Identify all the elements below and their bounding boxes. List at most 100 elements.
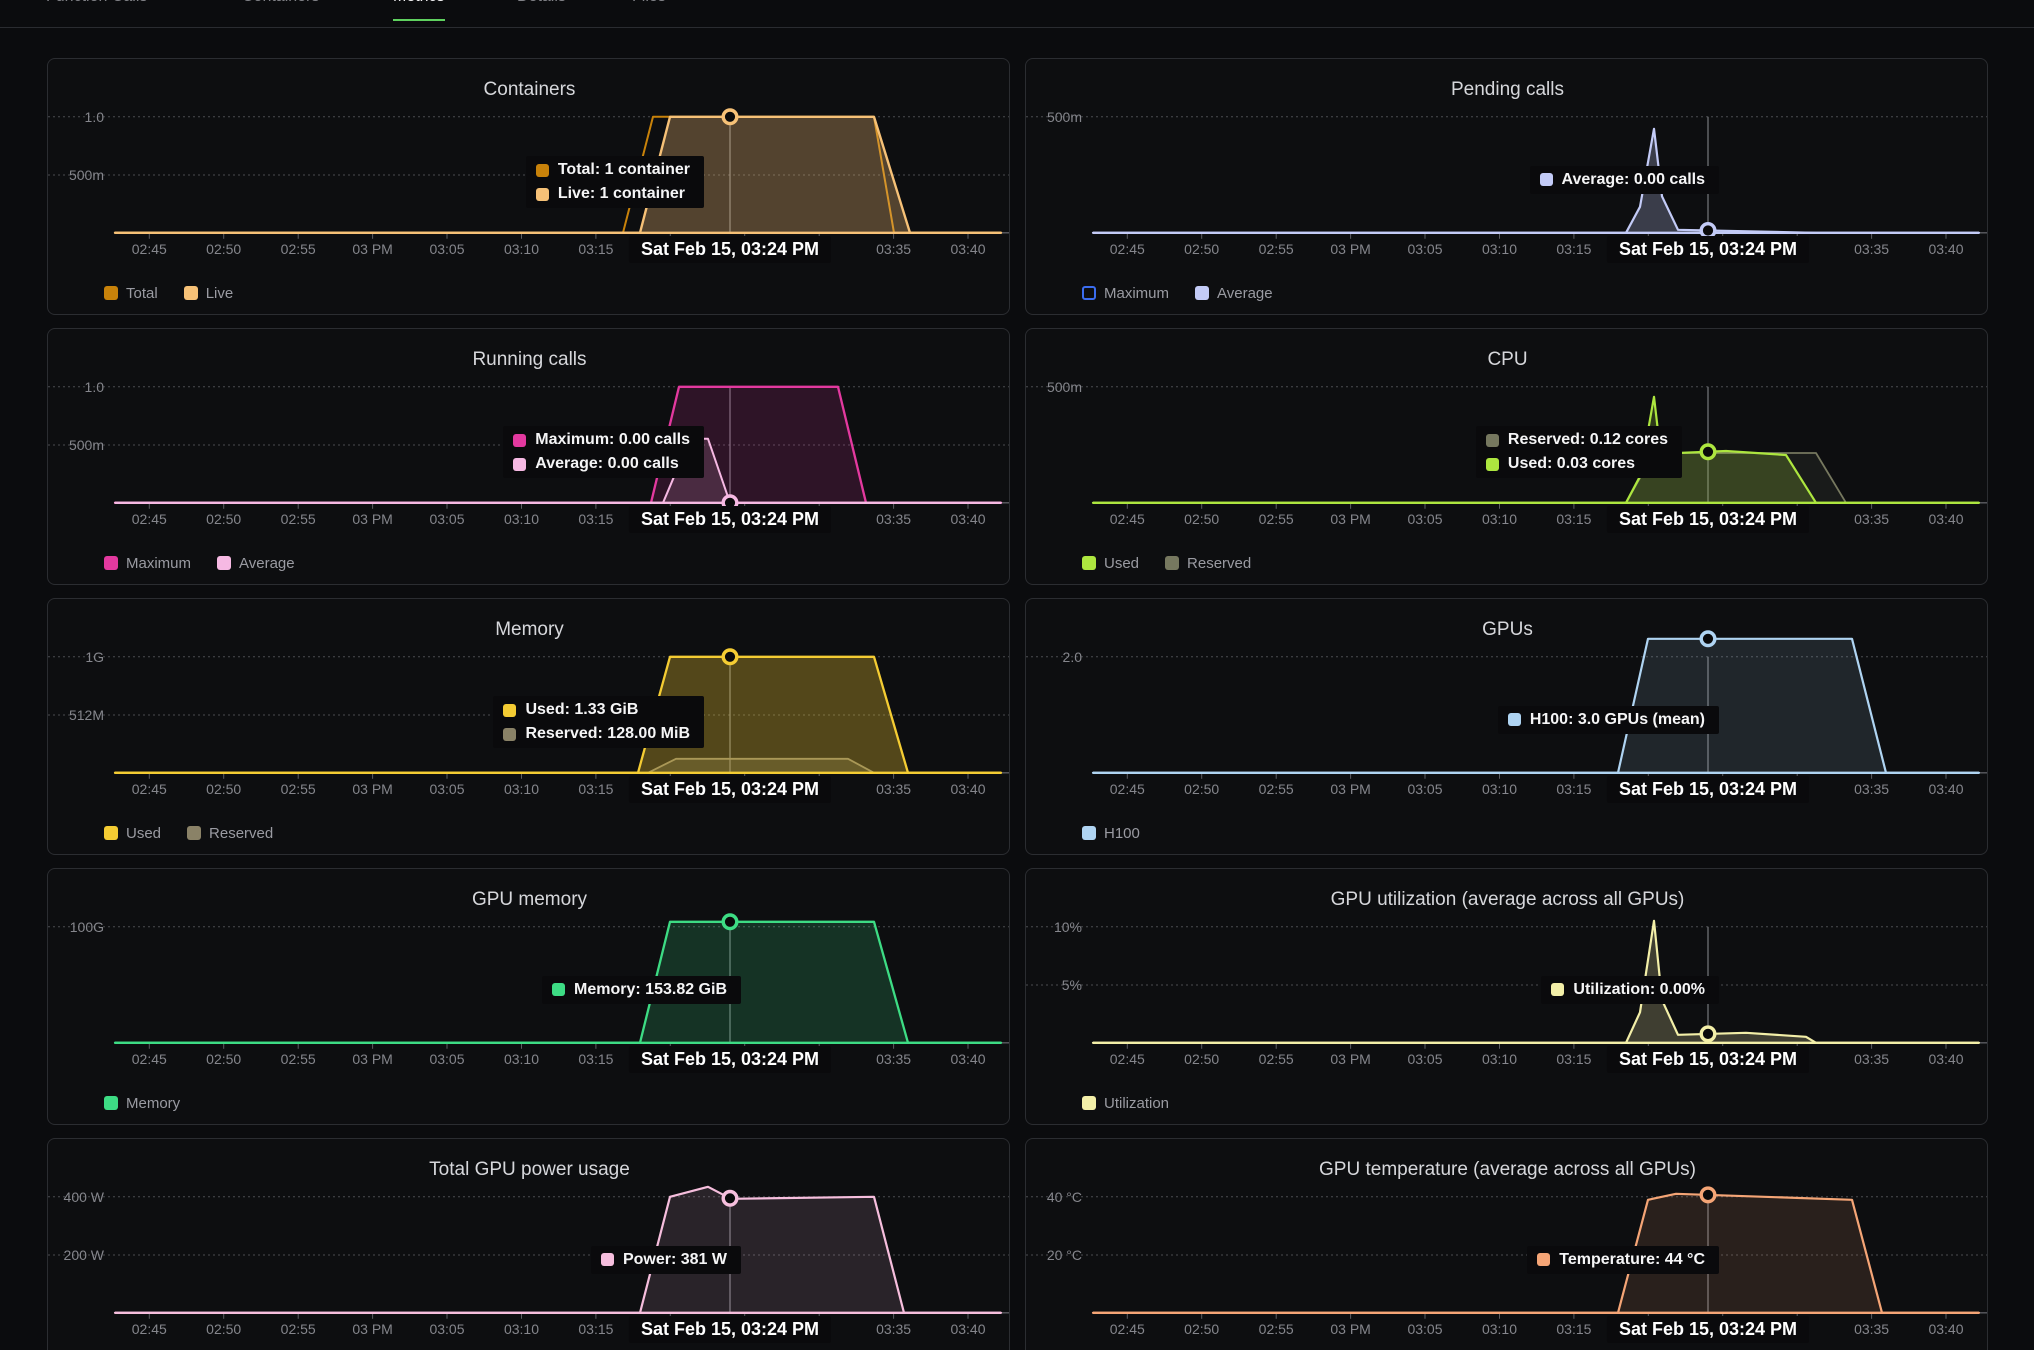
svg-text:03 PM: 03 PM <box>352 1321 392 1337</box>
svg-text:03:10: 03:10 <box>504 1321 539 1337</box>
svg-text:1.0: 1.0 <box>85 379 105 395</box>
svg-text:400 W: 400 W <box>64 1189 105 1205</box>
svg-text:03 PM: 03 PM <box>1330 1051 1370 1067</box>
svg-text:02:55: 02:55 <box>281 781 316 797</box>
svg-text:GPU temperature (average acros: GPU temperature (average across all GPUs… <box>1319 1159 1696 1180</box>
svg-text:1G: 1G <box>85 649 104 665</box>
svg-text:500m: 500m <box>69 167 104 183</box>
svg-text:02:45: 02:45 <box>1110 511 1145 527</box>
svg-text:03:35: 03:35 <box>876 241 911 257</box>
svg-text:Memory: Memory <box>495 619 564 640</box>
svg-text:10%: 10% <box>1054 919 1082 935</box>
svg-text:02:45: 02:45 <box>132 781 167 797</box>
svg-text:03:40: 03:40 <box>1928 781 1963 797</box>
svg-text:03:35: 03:35 <box>876 511 911 527</box>
svg-text:03:35: 03:35 <box>1854 1321 1889 1337</box>
svg-text:2.0: 2.0 <box>1063 649 1083 665</box>
svg-text:03:15: 03:15 <box>578 241 613 257</box>
svg-text:02:45: 02:45 <box>1110 1321 1145 1337</box>
svg-text:03:05: 03:05 <box>1407 1051 1442 1067</box>
svg-text:03 PM: 03 PM <box>352 241 392 257</box>
svg-text:03:40: 03:40 <box>1928 1051 1963 1067</box>
svg-text:03:35: 03:35 <box>1854 1051 1889 1067</box>
svg-text:03 PM: 03 PM <box>1330 781 1370 797</box>
svg-text:03:15: 03:15 <box>1556 241 1591 257</box>
svg-text:02:50: 02:50 <box>206 241 241 257</box>
svg-text:03:40: 03:40 <box>950 1051 985 1067</box>
svg-text:03:10: 03:10 <box>504 241 539 257</box>
svg-text:03 PM: 03 PM <box>352 511 392 527</box>
svg-text:02:50: 02:50 <box>1184 1051 1219 1067</box>
svg-text:02:55: 02:55 <box>281 1321 316 1337</box>
svg-text:03:15: 03:15 <box>1556 1051 1591 1067</box>
svg-text:03:35: 03:35 <box>1854 781 1889 797</box>
svg-text:GPUs: GPUs <box>1482 619 1533 640</box>
svg-text:03 PM: 03 PM <box>1330 511 1370 527</box>
svg-text:Containers: Containers <box>484 79 576 100</box>
svg-text:02:50: 02:50 <box>1184 511 1219 527</box>
svg-text:03 PM: 03 PM <box>352 781 392 797</box>
svg-text:02:55: 02:55 <box>281 1051 316 1067</box>
svg-text:02:50: 02:50 <box>206 511 241 527</box>
svg-text:02:55: 02:55 <box>281 241 316 257</box>
svg-text:03:15: 03:15 <box>578 1051 613 1067</box>
svg-text:CPU: CPU <box>1487 349 1527 370</box>
svg-text:03:05: 03:05 <box>429 781 464 797</box>
svg-text:02:50: 02:50 <box>206 1051 241 1067</box>
svg-text:02:50: 02:50 <box>1184 781 1219 797</box>
svg-text:03:05: 03:05 <box>429 511 464 527</box>
svg-text:02:45: 02:45 <box>1110 781 1145 797</box>
svg-text:512M: 512M <box>69 707 104 723</box>
svg-text:03:05: 03:05 <box>1407 1321 1442 1337</box>
svg-text:02:55: 02:55 <box>1259 1321 1294 1337</box>
svg-text:03:10: 03:10 <box>1482 781 1517 797</box>
svg-text:03:15: 03:15 <box>1556 1321 1591 1337</box>
svg-text:03:05: 03:05 <box>429 1321 464 1337</box>
svg-text:02:45: 02:45 <box>132 1321 167 1337</box>
svg-text:03:35: 03:35 <box>876 1051 911 1067</box>
svg-text:Total GPU power usage: Total GPU power usage <box>429 1159 630 1180</box>
svg-text:500m: 500m <box>69 437 104 453</box>
svg-text:02:55: 02:55 <box>1259 511 1294 527</box>
svg-text:20 °C: 20 °C <box>1047 1247 1082 1263</box>
svg-text:03:40: 03:40 <box>950 781 985 797</box>
svg-text:03:05: 03:05 <box>1407 241 1442 257</box>
svg-text:03:35: 03:35 <box>876 781 911 797</box>
svg-text:03:05: 03:05 <box>1407 511 1442 527</box>
svg-text:03:10: 03:10 <box>1482 241 1517 257</box>
svg-text:02:55: 02:55 <box>1259 241 1294 257</box>
svg-text:5%: 5% <box>1062 977 1082 993</box>
svg-text:200 W: 200 W <box>64 1247 105 1263</box>
svg-text:02:45: 02:45 <box>132 1051 167 1067</box>
svg-text:03:10: 03:10 <box>504 511 539 527</box>
svg-text:03 PM: 03 PM <box>1330 241 1370 257</box>
svg-text:02:45: 02:45 <box>1110 1051 1145 1067</box>
svg-text:03:15: 03:15 <box>578 781 613 797</box>
svg-text:02:55: 02:55 <box>1259 1051 1294 1067</box>
svg-text:03 PM: 03 PM <box>352 1051 392 1067</box>
svg-text:03:10: 03:10 <box>504 781 539 797</box>
svg-text:02:55: 02:55 <box>1259 781 1294 797</box>
svg-text:100G: 100G <box>70 919 104 935</box>
svg-text:GPU utilization (average acros: GPU utilization (average across all GPUs… <box>1331 889 1685 910</box>
svg-text:02:50: 02:50 <box>206 781 241 797</box>
svg-text:03 PM: 03 PM <box>1330 1321 1370 1337</box>
svg-text:02:50: 02:50 <box>206 1321 241 1337</box>
svg-text:500m: 500m <box>1047 109 1082 125</box>
svg-text:03:35: 03:35 <box>876 1321 911 1337</box>
svg-text:02:50: 02:50 <box>1184 1321 1219 1337</box>
svg-text:03:40: 03:40 <box>950 511 985 527</box>
svg-text:03:15: 03:15 <box>1556 511 1591 527</box>
svg-text:02:55: 02:55 <box>281 511 316 527</box>
svg-text:GPU memory: GPU memory <box>472 889 588 910</box>
svg-text:03:05: 03:05 <box>429 241 464 257</box>
svg-text:03:35: 03:35 <box>1854 511 1889 527</box>
svg-text:03:05: 03:05 <box>1407 781 1442 797</box>
svg-text:03:40: 03:40 <box>950 241 985 257</box>
svg-text:03:10: 03:10 <box>504 1051 539 1067</box>
svg-text:03:35: 03:35 <box>1854 241 1889 257</box>
svg-text:03:40: 03:40 <box>1928 511 1963 527</box>
svg-text:40 °C: 40 °C <box>1047 1189 1082 1205</box>
svg-text:Pending calls: Pending calls <box>1451 79 1564 100</box>
svg-text:1.0: 1.0 <box>85 109 105 125</box>
